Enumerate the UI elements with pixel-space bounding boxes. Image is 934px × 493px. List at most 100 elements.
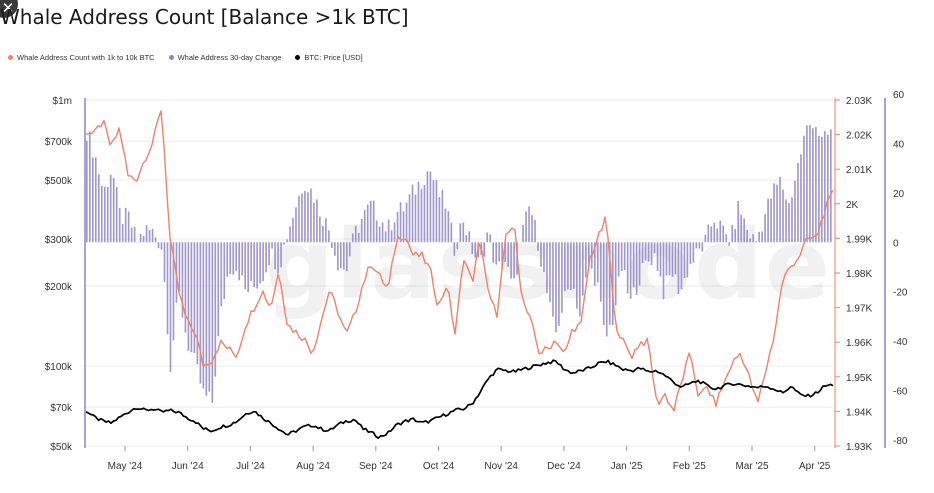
change-bar: [564, 242, 566, 292]
change-bar: [677, 242, 680, 294]
change-bar: [686, 242, 689, 278]
axis-ticks: $1m $700k $500k $300k $200k $100k $70k $50k 2.03…: [45, 90, 908, 472]
change-bar: [549, 242, 551, 302]
change-bar: [632, 242, 635, 288]
change-bar: [800, 154, 802, 243]
change-bar: [408, 194, 411, 243]
count-tick-label: 2.03K: [846, 96, 872, 107]
change-bar: [818, 135, 820, 243]
change-bars: [86, 125, 832, 403]
change-bar: [241, 242, 244, 276]
change-bar: [587, 242, 590, 268]
legend-label-count: Whale Address Count with 1k to 10k BTC: [17, 53, 155, 62]
change-tick-label: 20: [893, 189, 905, 200]
legend-swatch-price: [295, 55, 301, 60]
change-bar: [235, 242, 238, 271]
change-bar: [650, 242, 653, 266]
change-bar: [665, 242, 668, 276]
change-bar: [468, 231, 471, 243]
x-tick-label: Apr '25: [799, 461, 831, 472]
change-bar: [253, 242, 255, 288]
change-bar: [447, 211, 450, 243]
change-bar: [827, 134, 829, 243]
change-bar: [322, 225, 324, 243]
x-tick-label: May '24: [108, 461, 143, 472]
change-bar: [342, 242, 345, 270]
change-bar: [325, 218, 327, 243]
change-bar: [782, 189, 784, 243]
count-tick-label: 1.98K: [846, 269, 872, 280]
change-bar: [166, 242, 169, 335]
change-bar: [247, 242, 249, 293]
change-bar: [620, 242, 623, 272]
change-bar: [608, 242, 611, 325]
change-tick-label: 0: [893, 238, 899, 249]
change-bar: [438, 196, 441, 243]
change-bar: [504, 242, 506, 263]
legend-item-price[interactable]: BTC: Price [USD]: [295, 53, 363, 62]
change-bar: [809, 125, 811, 243]
change-bar: [662, 242, 665, 300]
change-bar: [106, 187, 109, 243]
change-bar: [310, 188, 312, 243]
change-bar: [570, 242, 572, 291]
change-bar: [498, 242, 500, 262]
change-bar: [130, 227, 133, 243]
change-bar: [100, 185, 103, 243]
change-bar: [698, 242, 701, 249]
x-tick-label: Dec '24: [547, 461, 581, 472]
change-bar: [345, 242, 348, 272]
change-bar: [127, 211, 130, 243]
change-bar: [635, 242, 638, 295]
change-bar: [489, 234, 492, 243]
change-bar: [755, 241, 757, 243]
change-bar: [393, 222, 396, 243]
change-bar: [399, 202, 402, 243]
change-bar: [806, 125, 808, 243]
change-bar: [722, 225, 725, 243]
change-bar: [707, 224, 710, 243]
change-bar: [668, 242, 671, 276]
price-tick-label: $100k: [45, 362, 73, 373]
change-bar: [280, 242, 282, 268]
legend-item-count[interactable]: Whale Address Count with 1k to 10k BTC: [8, 53, 155, 62]
change-bar: [465, 234, 468, 243]
change-bar: [157, 242, 160, 249]
legend-item-change[interactable]: Whale Address 30-day Change: [168, 53, 281, 62]
change-bar: [531, 215, 533, 243]
change-bar: [692, 242, 695, 263]
change-bar: [220, 242, 223, 307]
change-bar: [417, 181, 420, 243]
change-bar: [441, 189, 444, 243]
change-bar: [295, 207, 297, 243]
change-bar: [704, 234, 707, 243]
change-bar: [525, 211, 527, 243]
change-bar: [265, 242, 267, 273]
change-bar: [223, 242, 226, 299]
x-tick-label: Feb '25: [673, 461, 706, 472]
change-bar: [605, 242, 608, 337]
change-bar: [139, 234, 142, 243]
x-tick-label: Sep '24: [359, 461, 393, 472]
change-bar: [453, 242, 456, 256]
change-bar: [830, 129, 832, 243]
change-bar: [277, 242, 279, 274]
change-bar: [743, 218, 745, 243]
change-bar: [728, 242, 731, 246]
change-bar: [286, 239, 288, 243]
change-bar: [348, 242, 351, 257]
close-button[interactable]: ✕: [0, 0, 18, 18]
change-bar: [190, 242, 193, 353]
change-bar: [579, 242, 581, 317]
change-bar: [271, 242, 273, 249]
change-bar: [444, 208, 447, 243]
change-bar: [217, 242, 220, 337]
change-bar: [339, 242, 342, 269]
change-bar: [196, 242, 199, 365]
change-bar: [109, 175, 112, 243]
change-bar: [659, 242, 662, 277]
change-tick-label: 60: [893, 90, 905, 101]
count-tick-label: 1.95K: [846, 373, 872, 384]
change-bar: [797, 163, 799, 243]
change-bar: [683, 242, 686, 279]
